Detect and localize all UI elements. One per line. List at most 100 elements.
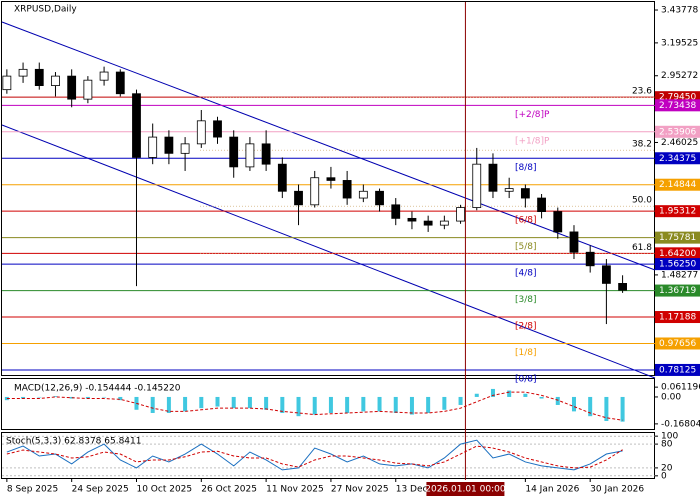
level-label: 2.34375 (659, 154, 696, 164)
y-tick-label: 0.061196 (661, 383, 700, 393)
candle-body (83, 79, 93, 100)
level-box (655, 337, 700, 350)
crosshair-box (426, 482, 505, 496)
candle-body (67, 75, 77, 100)
x-tick-label: 8 Sep 2025 (7, 485, 58, 495)
candle-body (261, 143, 271, 165)
y-tick-label: 1.48277 (661, 270, 698, 280)
stoch-title: Stoch(5,3,3) 62.8378 65.8411 (6, 437, 141, 447)
candle-body (472, 163, 482, 208)
macd-bar (604, 396, 609, 421)
macd-bar (85, 396, 90, 399)
candle-body (326, 177, 336, 181)
y-tick-label: 0 (661, 471, 667, 481)
x-tick-label: 24 Sep 2025 (72, 485, 129, 495)
macd-bar (231, 396, 236, 409)
candle-body (34, 68, 44, 86)
stoch-frame (1, 432, 655, 479)
macd-bar (361, 396, 366, 412)
candle-body (310, 177, 320, 206)
level-box (655, 99, 700, 112)
level-label: 1.17188 (659, 313, 696, 323)
macd-bar (490, 388, 495, 397)
macd-title: MACD(12,26,9) -0.154444 -0.145220 (14, 384, 181, 394)
candle-body (18, 68, 28, 77)
channel-line (1, 21, 656, 271)
candle-body (213, 120, 222, 138)
y-tick-label: 20 (661, 463, 673, 473)
macd-bar (183, 396, 188, 412)
candle-body (245, 143, 255, 168)
macd-bar (377, 396, 382, 412)
level-name: [3/8] (515, 295, 537, 305)
level-box (655, 125, 700, 138)
candle-body (294, 190, 303, 206)
channel-line (1, 124, 656, 379)
level-name: [6/8] (515, 216, 537, 226)
candle-body (423, 220, 433, 226)
macd-bar (539, 396, 544, 399)
y-tick-label: 2.95272 (661, 71, 698, 81)
level-name: [5/8] (515, 242, 537, 252)
level-box (655, 152, 700, 165)
candle-body (569, 231, 579, 253)
macd-bar (555, 396, 560, 405)
level-name: [2/8] (515, 322, 537, 332)
candle-body (277, 163, 287, 192)
macd-bar (118, 396, 123, 401)
macd-bar (264, 396, 269, 410)
candle-body (164, 136, 174, 154)
macd-bar (426, 396, 431, 413)
x-tick-label: 14 Jan 2026 (525, 485, 579, 495)
level-name: [8/8] (515, 163, 537, 173)
macd-bar (53, 396, 58, 397)
level-label: 1.75781 (659, 233, 696, 243)
candle-body (51, 75, 60, 86)
candle-body (488, 163, 498, 192)
macd-bar (37, 396, 42, 398)
fib-label: 38.2 (632, 140, 652, 150)
candle-body (99, 71, 109, 81)
candle-body (196, 120, 206, 145)
candle-body (229, 136, 239, 168)
level-box (655, 311, 700, 324)
level-name: [4/8] (515, 269, 537, 279)
frames (1, 1, 655, 479)
macd-bar (312, 396, 317, 415)
level-label: 1.95312 (659, 207, 696, 217)
level-label: 0.97656 (659, 339, 696, 349)
candle-body (601, 265, 611, 284)
y-tick-label: 80 (661, 440, 673, 450)
candle-body (439, 220, 449, 226)
level-box (655, 363, 700, 376)
candle-body (407, 217, 417, 222)
x-tick-label: 27 Nov 2025 (331, 485, 389, 495)
candle-body (148, 136, 158, 158)
level-name: [+1/8]P (515, 136, 550, 146)
level-label: 2.53906 (659, 127, 696, 137)
x-tick-label: 30 Jan 2026 (590, 485, 644, 495)
macd-bar (69, 396, 74, 399)
x-tick-label: 10 Oct 2025 (136, 485, 192, 495)
candle-body (358, 190, 368, 199)
macd-bar (102, 396, 107, 398)
candle-body (456, 207, 465, 222)
stoch-line (6, 445, 623, 469)
level-box (655, 205, 700, 218)
y-tick-label: 100 (661, 432, 678, 442)
macd-bar (247, 396, 252, 409)
fib-label: 50.0 (632, 196, 652, 206)
level-label: 0.78125 (659, 365, 696, 375)
macd-bar (588, 396, 593, 417)
macd-bar (507, 390, 512, 397)
macd-frame (1, 378, 655, 430)
x-tick-label: 11 Nov 2025 (266, 485, 324, 495)
macd-bar (199, 396, 204, 409)
candle-body (391, 204, 401, 219)
chart-title: XRPUSD,Daily (14, 5, 77, 15)
candle-body (2, 75, 12, 91)
macd-bar (409, 396, 414, 415)
level-label: 2.79450 (659, 93, 696, 103)
macd-bar (166, 396, 171, 413)
